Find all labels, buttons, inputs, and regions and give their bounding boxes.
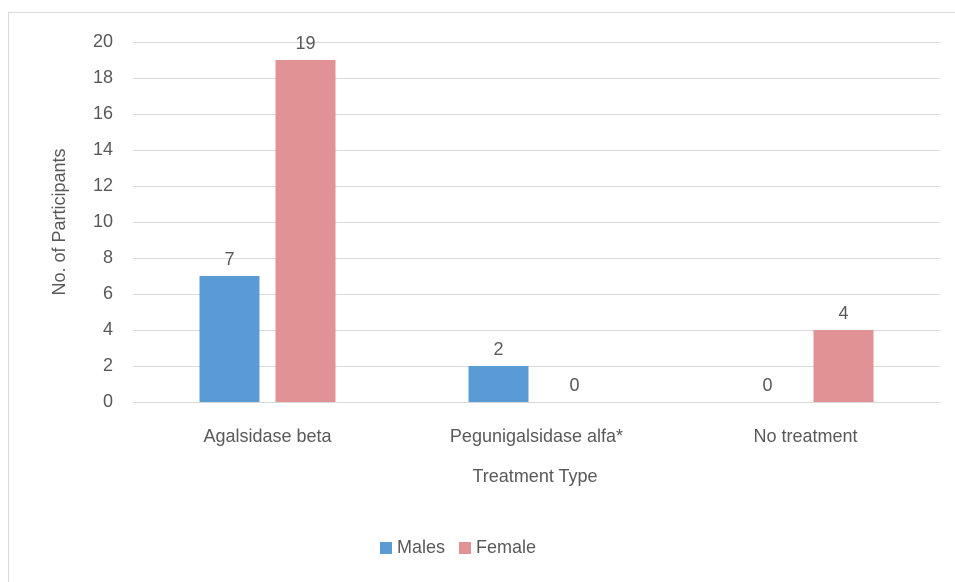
data-label: 0 [569, 375, 579, 395]
data-label: 2 [493, 339, 503, 359]
y-tick-label: 12 [93, 175, 113, 195]
y-tick-label: 4 [103, 319, 113, 339]
y-tick-label: 20 [93, 31, 113, 51]
y-tick-label: 10 [93, 211, 113, 231]
x-tick-label: No treatment [753, 426, 857, 446]
chart-border [8, 12, 955, 582]
y-tick-label: 0 [103, 391, 113, 411]
y-tick-label: 18 [93, 67, 113, 87]
legend-label: Female [476, 537, 536, 557]
y-tick-label: 8 [103, 247, 113, 267]
bar [468, 366, 529, 402]
y-tick-label: 16 [93, 103, 113, 123]
x-tick-label: Pegunigalsidase alfa* [450, 426, 623, 446]
y-tick-label: 2 [103, 355, 113, 375]
data-label: 19 [295, 33, 315, 53]
data-label: 0 [762, 375, 772, 395]
legend-swatch [380, 542, 392, 554]
bar [199, 276, 260, 402]
bar [275, 60, 336, 402]
data-label: 4 [838, 303, 848, 323]
data-label: 7 [224, 249, 234, 269]
bar [813, 330, 874, 402]
legend-swatch [459, 542, 472, 554]
x-tick-label: Agalsidase beta [203, 426, 332, 446]
y-axis-title: No. of Participants [49, 148, 69, 295]
y-tick-label: 14 [93, 139, 113, 159]
x-axis-title: Treatment Type [472, 466, 597, 486]
y-tick-label: 6 [103, 283, 113, 303]
legend-label: Males [397, 537, 445, 557]
